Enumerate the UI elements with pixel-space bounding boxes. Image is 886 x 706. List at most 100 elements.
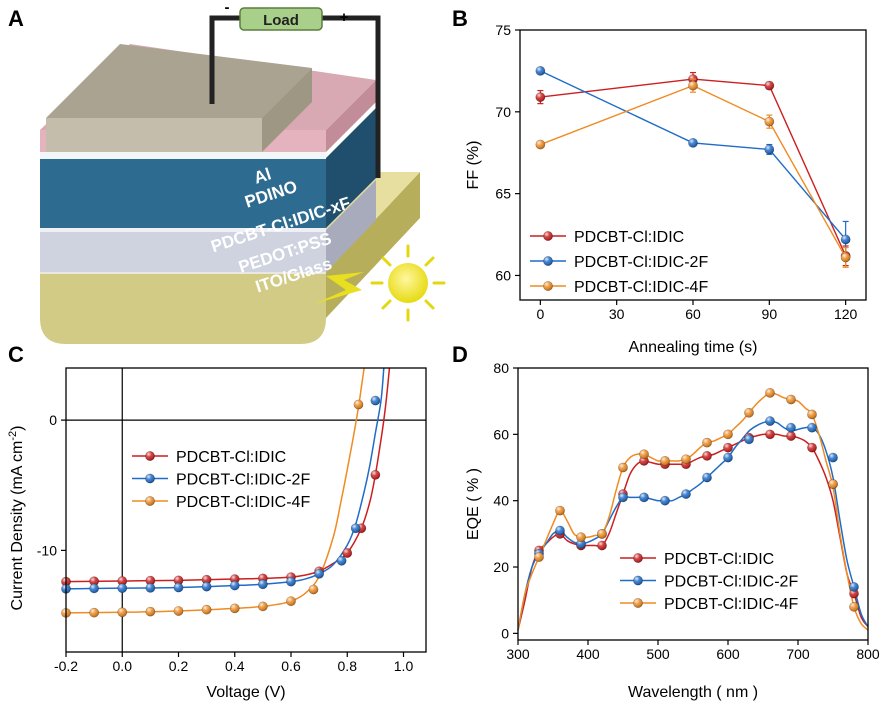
- data-point-shine: [841, 252, 851, 263]
- data-point-shine: [807, 443, 817, 453]
- y-axis-label: FF (%): [465, 141, 482, 190]
- y-tick-label: 80: [493, 360, 509, 376]
- y-axis-label: EQE ( % ): [465, 468, 482, 540]
- data-point-shine: [230, 603, 240, 613]
- data-point-shine: [807, 423, 817, 433]
- data-point-shine: [314, 569, 324, 579]
- al-side: [262, 68, 312, 152]
- x-tick-label: 800: [856, 646, 880, 662]
- al-top: [46, 44, 312, 118]
- data-point-shine: [765, 388, 775, 398]
- data-point-shine: [230, 580, 240, 591]
- legend-marker-shine: [145, 473, 155, 484]
- panel-label-b: B: [452, 6, 468, 31]
- y-tick-label: 60: [495, 267, 511, 283]
- al-layer: [46, 118, 262, 152]
- data-point-shine: [723, 429, 733, 439]
- data-point-shine: [688, 81, 698, 91]
- device-schematic: Load - + Al PDINO PDCBT-Cl:IDIC-xF PEDOT…: [40, 0, 446, 344]
- data-point-shine: [535, 139, 545, 150]
- x-axis-label: Annealing time (s): [629, 339, 758, 356]
- data-point-shine: [597, 529, 607, 539]
- pedot-side: [326, 180, 376, 272]
- data-point-shine: [202, 575, 212, 585]
- legend-label: PDCBT-Cl:IDIC: [664, 551, 774, 568]
- load-label: Load: [263, 12, 299, 29]
- data-point-shine: [145, 607, 155, 617]
- data-point-shine: [681, 489, 691, 499]
- data-point-shine: [308, 584, 319, 595]
- data-point-shine: [173, 582, 184, 593]
- data-point-shine: [534, 552, 544, 562]
- data-point-shine: [117, 576, 127, 586]
- data-point-shine: [723, 452, 733, 463]
- data-point-shine: [639, 492, 649, 502]
- legend-label: PDCBT-Cl:IDIC-2F: [574, 254, 708, 271]
- data-point-shine: [764, 117, 774, 127]
- data-point-shine: [89, 576, 99, 586]
- x-axis-label: Voltage (V): [206, 684, 285, 701]
- data-point-shine: [576, 532, 586, 542]
- data-point-shine: [744, 408, 754, 418]
- eqe-spectrum-chart: 300 400 500 600 700 800 0 20 40 60 80 Wavelength ( …: [465, 360, 880, 701]
- y-tick-label: 40: [493, 493, 509, 509]
- y-tick-label: -10: [37, 542, 57, 558]
- data-point-shine: [764, 81, 774, 91]
- active-side: [326, 108, 376, 228]
- data-point-shine: [89, 608, 99, 618]
- data-point-shine: [807, 409, 817, 420]
- x-tick-label: 0.2: [169, 658, 189, 674]
- y-tick-label: 65: [495, 186, 511, 202]
- data-point-shine: [89, 583, 99, 594]
- legend-marker-shine: [543, 231, 553, 241]
- legend-label: PDCBT-Cl:IDIC-4F: [574, 279, 708, 296]
- data-point-shine: [230, 574, 240, 584]
- y-tick-label: 0: [49, 412, 57, 428]
- series-line: [540, 78, 847, 257]
- data-point-shine: [370, 470, 380, 480]
- legend-marker-shine: [633, 575, 643, 586]
- x-tick-label: 300: [506, 646, 530, 662]
- series-line: [540, 84, 847, 258]
- minus-sign: -: [225, 0, 230, 16]
- series-group: [66, 368, 391, 614]
- plus-sign: +: [340, 9, 349, 26]
- jv-curve-chart: -0.2 0.0 0.2 0.4 0.6 0.8 1.0 0 -10 Voltage (V) Cur…: [7, 367, 427, 701]
- wire-right: [322, 15, 381, 178]
- data-point-shine: [660, 456, 670, 466]
- data-point-shine: [173, 606, 184, 616]
- pedot-layer: [40, 230, 326, 272]
- data-point-shine: [828, 479, 838, 489]
- legend-marker-shine: [633, 598, 643, 608]
- series-curve: [66, 368, 391, 583]
- data-point-shine: [744, 434, 754, 444]
- data-point-shine: [145, 576, 155, 586]
- data-point-shine: [202, 582, 212, 592]
- data-point-shine: [117, 607, 127, 617]
- data-point-shine: [117, 583, 127, 593]
- data-point-shine: [786, 394, 796, 405]
- legend-label: PDCBT-Cl:IDIC-2F: [176, 472, 310, 489]
- data-point-shine: [555, 525, 565, 536]
- legend-label: PDCBT-Cl:IDIC: [176, 449, 286, 466]
- x-tick-label: 700: [786, 646, 810, 662]
- legend-marker-shine: [145, 496, 155, 506]
- data-point-shine: [702, 472, 712, 483]
- data-point-shine: [202, 605, 212, 615]
- x-tick-label: 0.0: [113, 658, 133, 674]
- data-point-shine: [258, 601, 268, 612]
- y-tick-label: 70: [495, 104, 511, 120]
- data-point-shine: [145, 583, 155, 593]
- x-tick-label: 0.8: [338, 658, 358, 674]
- data-point-shine: [660, 496, 670, 506]
- x-tick-label: 60: [685, 306, 701, 322]
- data-point-shine: [765, 416, 775, 426]
- ito-glass-layer: [40, 272, 326, 344]
- data-point-shine: [576, 539, 586, 549]
- x-tick-label: 1.0: [394, 658, 414, 674]
- data-point-shine: [828, 452, 838, 463]
- legend-label: PDCBT-Cl:IDIC: [574, 229, 684, 246]
- x-tick-label: 120: [834, 306, 858, 322]
- data-point-shine: [173, 575, 184, 585]
